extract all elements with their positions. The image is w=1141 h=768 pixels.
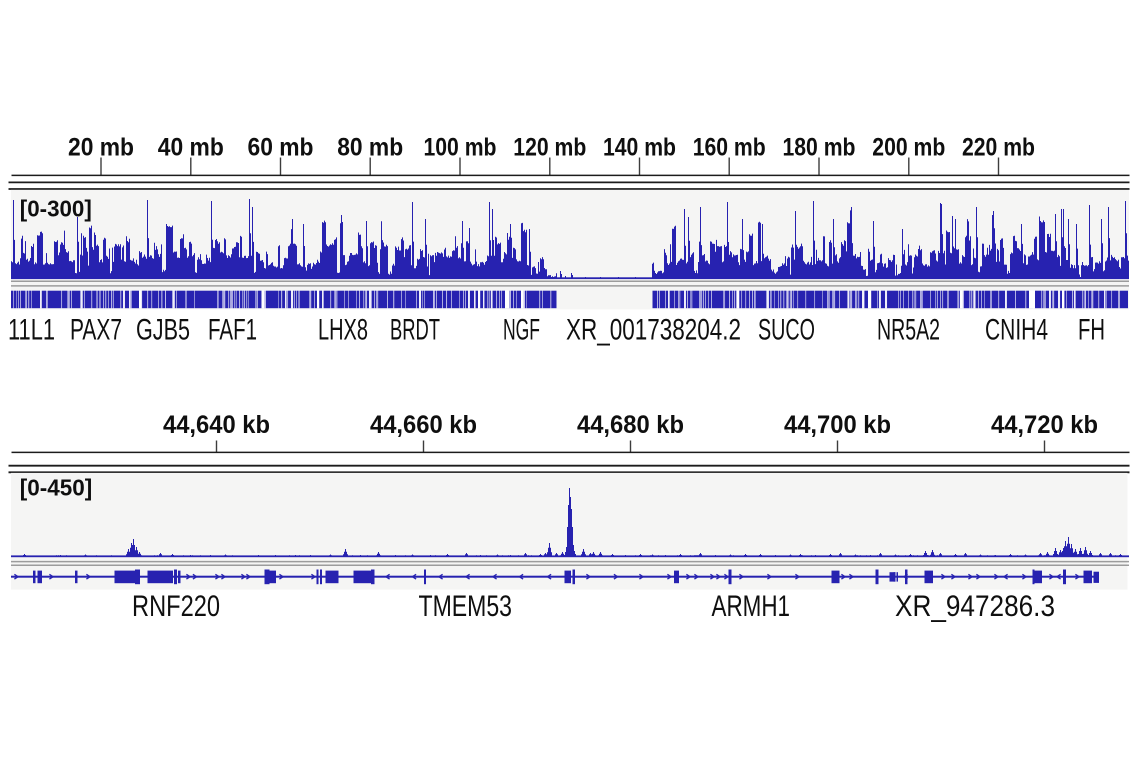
svg-text:160 mb: 160 mb: [693, 134, 766, 162]
svg-text:NR5A2: NR5A2: [877, 313, 940, 346]
svg-text:LHX8: LHX8: [318, 313, 368, 346]
svg-text:FH: FH: [1078, 313, 1105, 346]
svg-text:100 mb: 100 mb: [424, 134, 497, 162]
svg-text:44,700 kb: 44,700 kb: [784, 411, 891, 439]
svg-text:44,720 kb: 44,720 kb: [991, 411, 1098, 439]
svg-text:XR_001738204.2: XR_001738204.2: [566, 313, 741, 346]
svg-text:180 mb: 180 mb: [783, 134, 856, 162]
svg-text:NGF: NGF: [503, 313, 540, 346]
svg-text:11L1: 11L1: [8, 313, 55, 346]
svg-text:FAF1: FAF1: [208, 313, 257, 346]
svg-text:20 mb: 20 mb: [68, 134, 134, 162]
svg-text:XR_947286.3: XR_947286.3: [895, 590, 1055, 623]
svg-text:GJB5: GJB5: [136, 313, 190, 346]
svg-text:80 mb: 80 mb: [337, 134, 403, 162]
svg-text:220 mb: 220 mb: [962, 134, 1035, 162]
svg-text:[0-300]: [0-300]: [20, 196, 92, 222]
svg-text:44,640 kb: 44,640 kb: [163, 411, 270, 439]
svg-text:60 mb: 60 mb: [248, 134, 314, 162]
svg-text:200 mb: 200 mb: [872, 134, 945, 162]
svg-text:PAX7: PAX7: [70, 313, 122, 346]
svg-text:40 mb: 40 mb: [158, 134, 224, 162]
svg-text:SUCO: SUCO: [758, 313, 815, 346]
svg-text:44,680 kb: 44,680 kb: [577, 411, 684, 439]
svg-text:BRDT: BRDT: [390, 313, 440, 346]
svg-text:120 mb: 120 mb: [513, 134, 586, 162]
svg-text:140 mb: 140 mb: [603, 134, 676, 162]
svg-text:CNIH4: CNIH4: [985, 313, 1048, 346]
svg-text:TMEM53: TMEM53: [419, 590, 513, 623]
svg-text:RNF220: RNF220: [132, 590, 220, 623]
svg-text:[0-450]: [0-450]: [20, 475, 93, 501]
svg-text:ARMH1: ARMH1: [712, 590, 791, 623]
svg-text:44,660 kb: 44,660 kb: [370, 411, 477, 439]
